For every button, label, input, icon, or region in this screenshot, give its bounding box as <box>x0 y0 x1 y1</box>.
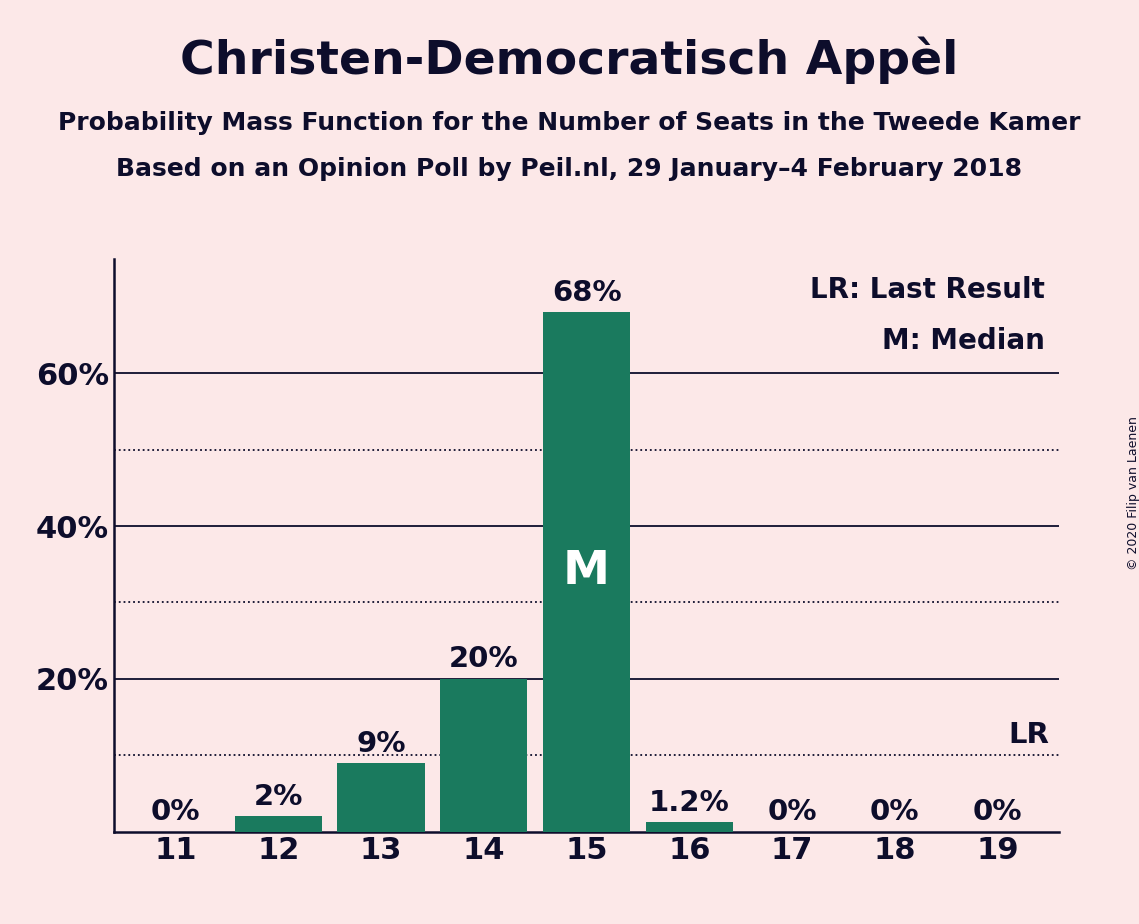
Text: 0%: 0% <box>150 798 200 826</box>
Text: Christen-Democratisch Appèl: Christen-Democratisch Appèl <box>180 37 959 84</box>
Text: 0%: 0% <box>870 798 919 826</box>
Bar <box>543 312 630 832</box>
Text: LR: LR <box>1008 721 1049 749</box>
Text: © 2020 Filip van Laenen: © 2020 Filip van Laenen <box>1126 416 1139 570</box>
Bar <box>235 816 322 832</box>
Bar <box>337 763 425 832</box>
Text: 1.2%: 1.2% <box>649 789 730 817</box>
Bar <box>646 822 734 832</box>
Text: 20%: 20% <box>449 646 518 674</box>
Text: LR: Last Result: LR: Last Result <box>810 276 1046 304</box>
Text: M: M <box>563 550 611 594</box>
Text: M: Median: M: Median <box>883 327 1046 356</box>
Bar <box>440 679 527 832</box>
Text: 9%: 9% <box>357 730 405 758</box>
Text: 0%: 0% <box>768 798 817 826</box>
Text: 0%: 0% <box>973 798 1023 826</box>
Text: 2%: 2% <box>254 783 303 811</box>
Text: Probability Mass Function for the Number of Seats in the Tweede Kamer: Probability Mass Function for the Number… <box>58 111 1081 135</box>
Text: Based on an Opinion Poll by Peil.nl, 29 January–4 February 2018: Based on an Opinion Poll by Peil.nl, 29 … <box>116 157 1023 181</box>
Text: 68%: 68% <box>551 279 622 307</box>
